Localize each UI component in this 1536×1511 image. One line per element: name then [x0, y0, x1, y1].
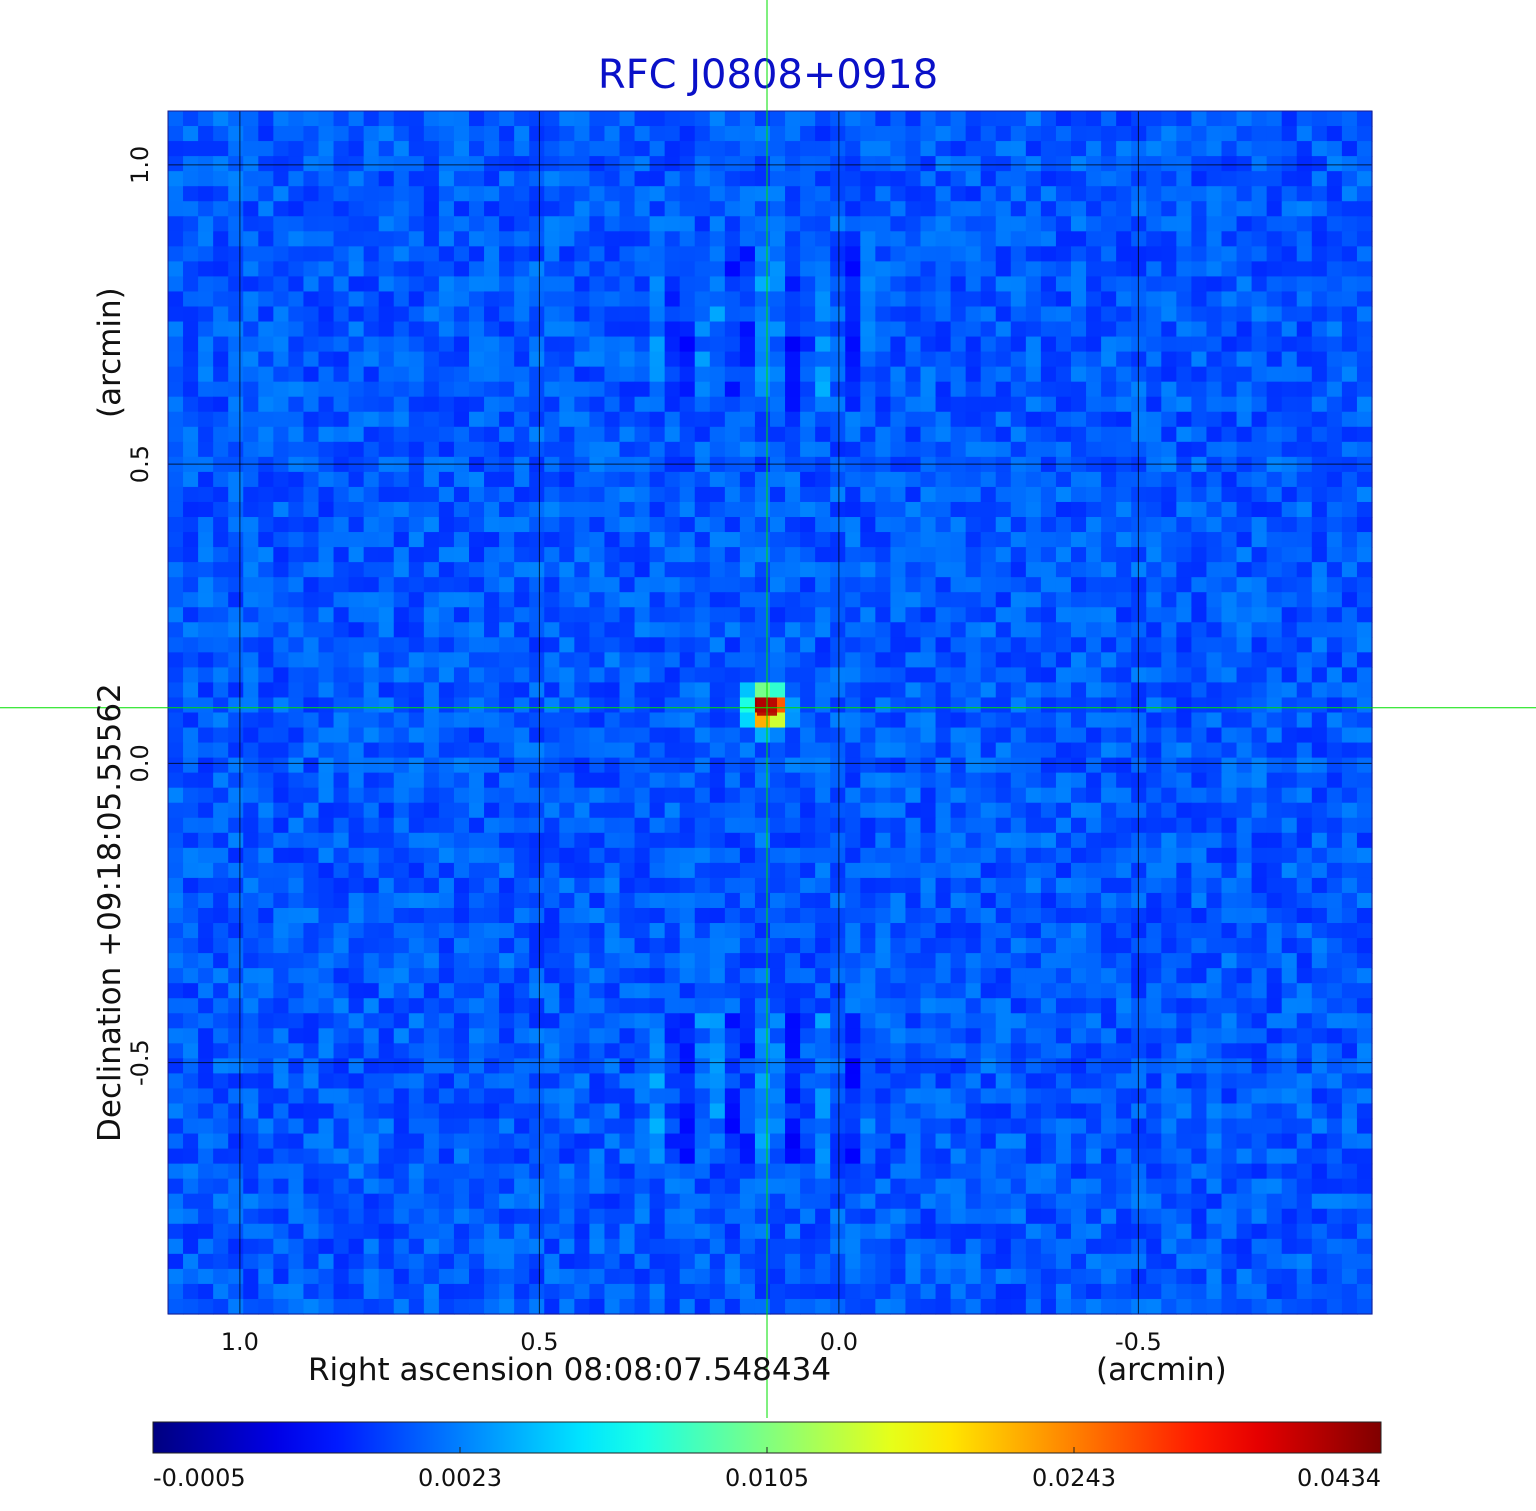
plot-frame: [167, 110, 1373, 1315]
x-tick-label: 1.0: [221, 1328, 259, 1356]
x-axis-label: Right ascension 08:08:07.548434: [308, 1352, 832, 1388]
colorbar-tick-label: 0.0243: [1032, 1464, 1116, 1492]
plot-title: RFC J0808+0918: [597, 52, 939, 98]
y-axis-label: Declination +09:18:05.55562: [92, 683, 128, 1142]
x-tick-label: 0.0: [820, 1328, 858, 1356]
y-tick-label: 0.5: [126, 445, 154, 483]
heatmap-pixels: [168, 111, 1373, 1315]
colorbar-tick-label: 0.0023: [418, 1464, 502, 1492]
colorbar-tick-label: 0.0434: [1297, 1464, 1381, 1492]
colorbar-tick-label: -0.0005: [153, 1464, 246, 1492]
x-tick-label: -0.5: [1115, 1328, 1162, 1356]
y-tick-label: 0.0: [126, 744, 154, 782]
x-axis-unit: (arcmin): [1096, 1352, 1227, 1388]
y-tick-label: -0.5: [126, 1039, 154, 1086]
y-axis-unit: (arcmin): [92, 287, 128, 418]
colorbar-tick-label: 0.0105: [725, 1464, 809, 1492]
y-tick-label: 1.0: [126, 146, 154, 184]
x-tick-label: 0.5: [520, 1328, 558, 1356]
